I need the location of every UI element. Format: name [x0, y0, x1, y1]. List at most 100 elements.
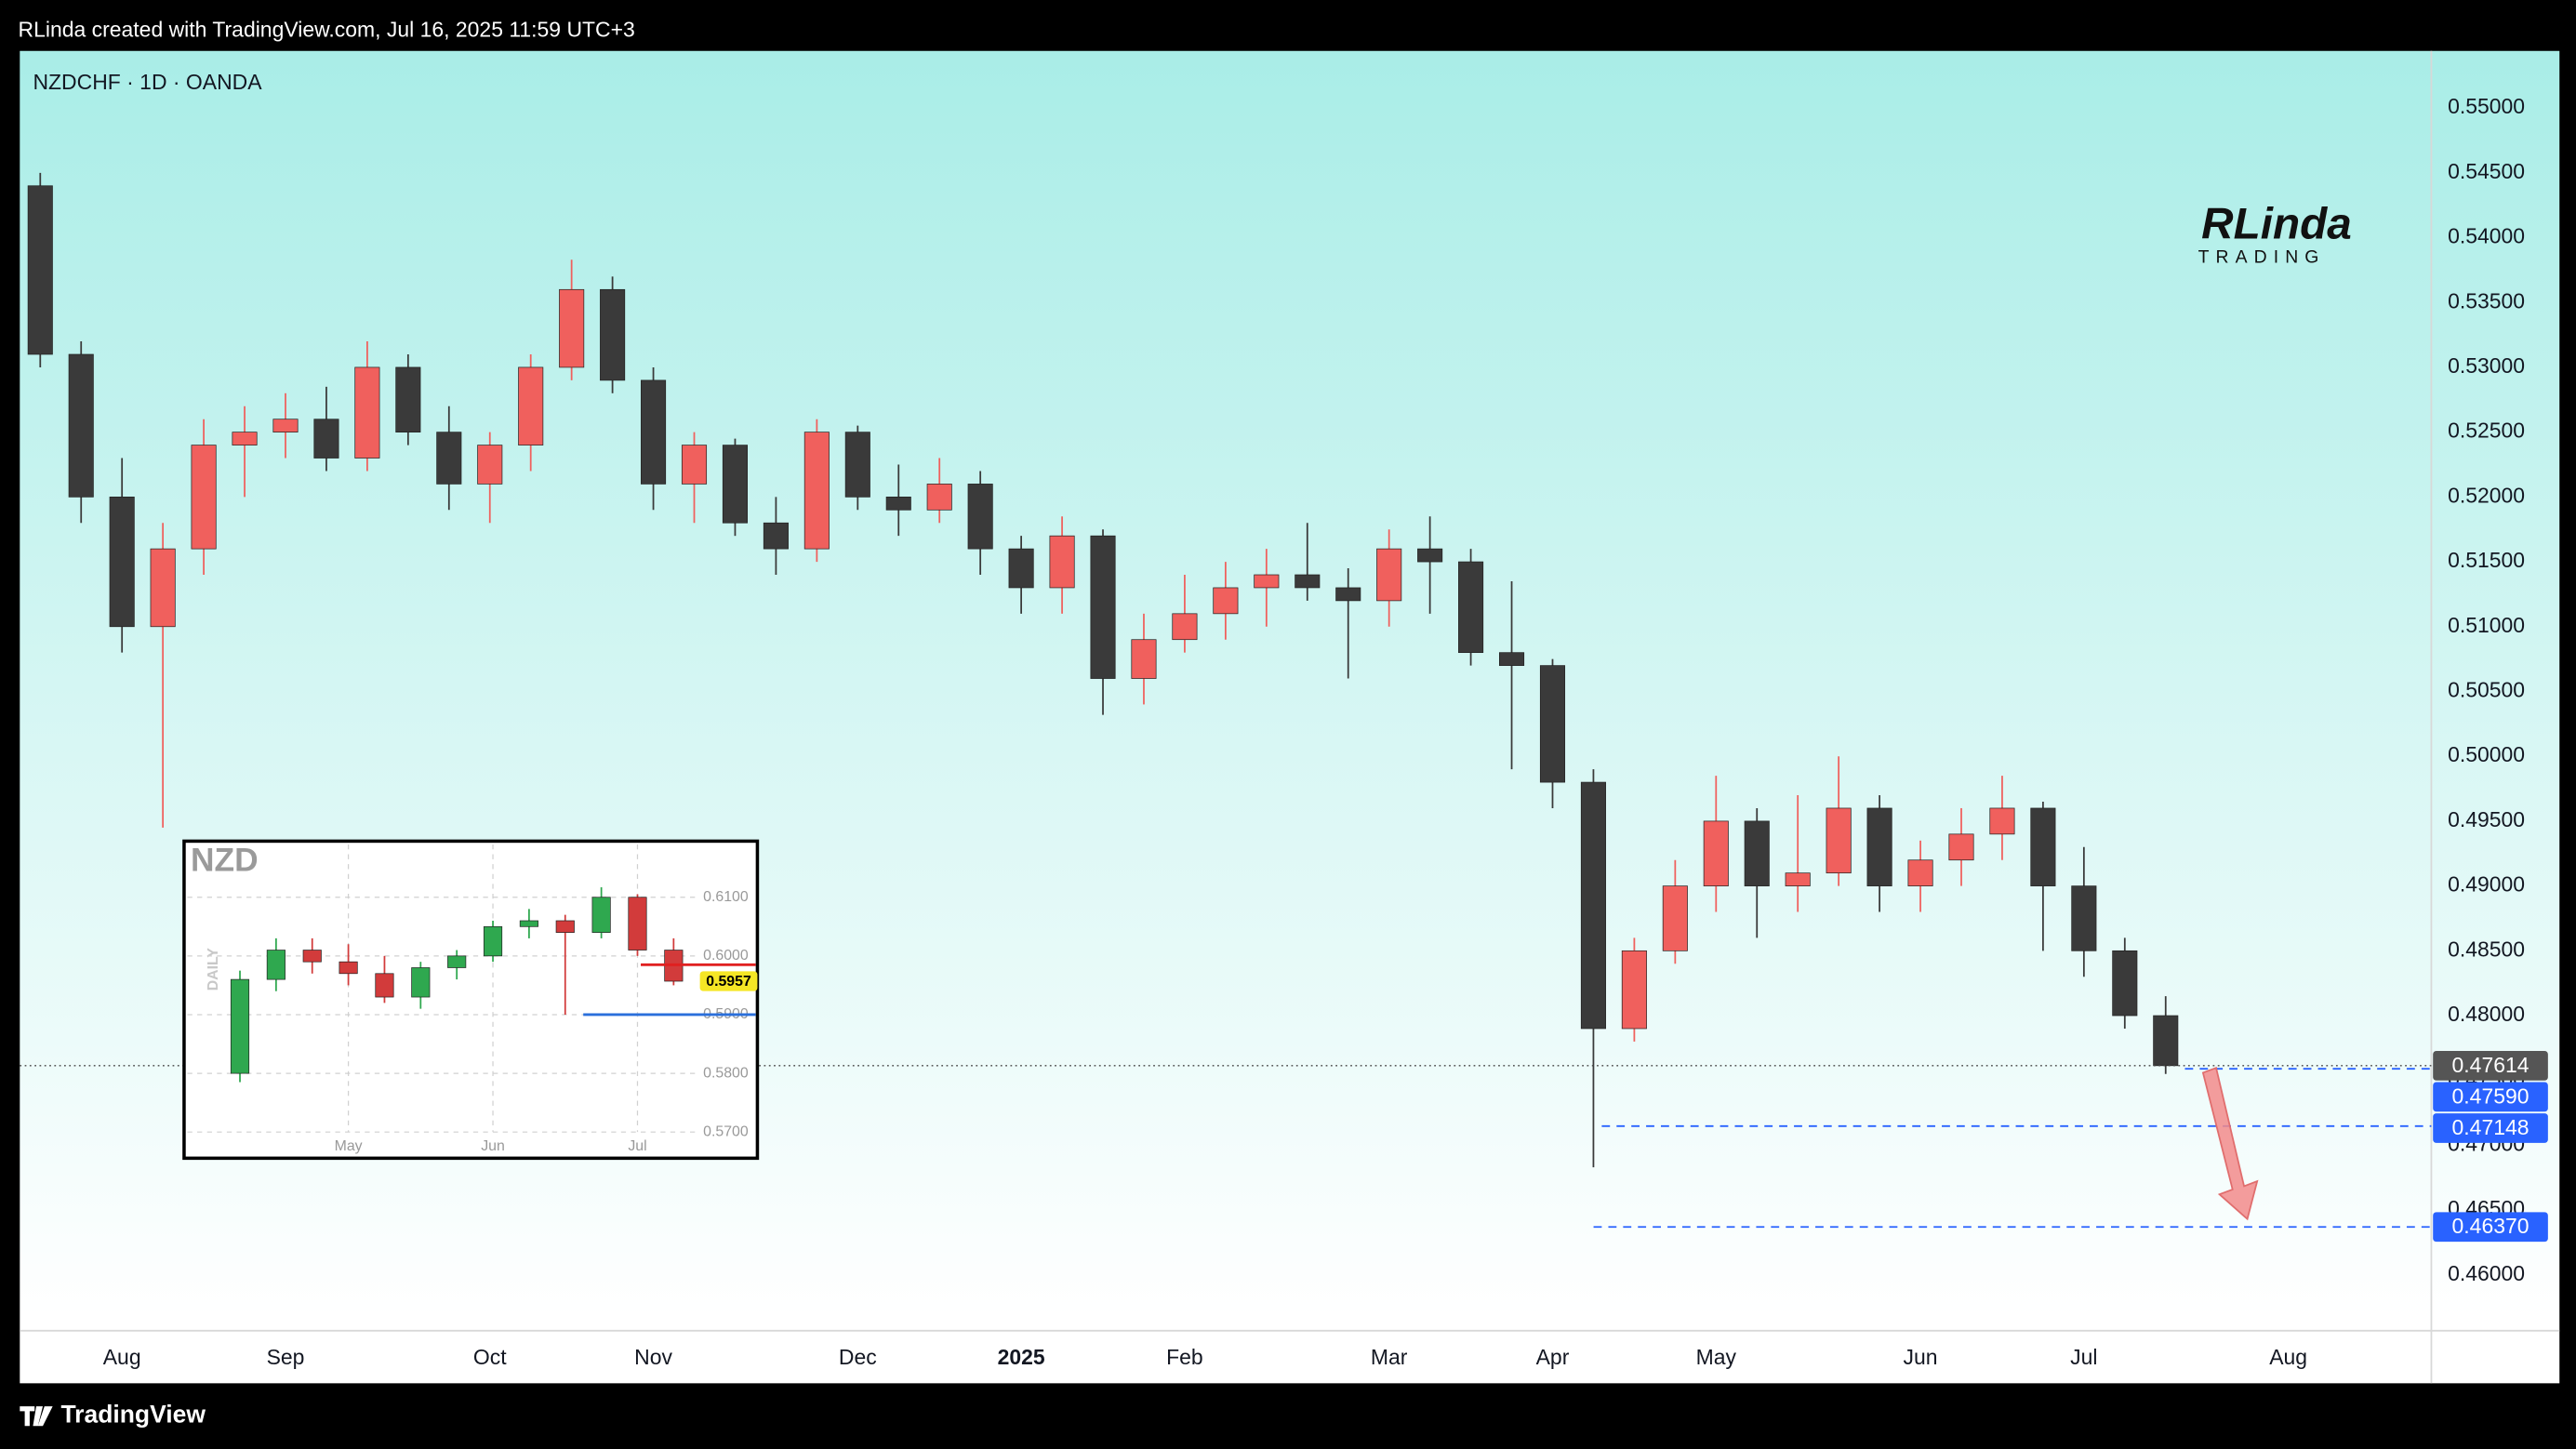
- candle-body: [1417, 548, 1443, 563]
- candle-body: [68, 353, 94, 498]
- x-tick-label: Jul: [2070, 1345, 2097, 1369]
- candle-body: [339, 961, 358, 975]
- y-tick-label: 0.52000: [2448, 483, 2525, 507]
- y-tick-label: 0.51500: [2448, 548, 2525, 572]
- candle-body: [1703, 820, 1729, 886]
- candle-body: [191, 445, 217, 550]
- candle-body: [411, 967, 431, 998]
- candle-body: [1580, 781, 1606, 1030]
- y-tick-label: 0.6000: [703, 948, 749, 964]
- candle-body: [2112, 950, 2138, 1017]
- candle-body: [1213, 587, 1239, 615]
- y-tick-label: 0.51000: [2448, 613, 2525, 637]
- y-tick-label: 0.49000: [2448, 872, 2525, 897]
- candle-body: [1090, 535, 1116, 679]
- candle-body: [1907, 859, 1933, 886]
- y-tick-label: 0.49500: [2448, 807, 2525, 831]
- y-tick-label: 0.53000: [2448, 353, 2525, 378]
- candle-body: [1172, 613, 1198, 641]
- y-tick-label: 0.54500: [2448, 159, 2525, 183]
- x-tick-label: Apr: [1536, 1345, 1570, 1369]
- candle-body: [967, 484, 993, 550]
- price-tag-label: 0.47148: [2452, 1115, 2530, 1139]
- candle-body: [1866, 807, 1892, 886]
- candle-body: [150, 548, 176, 628]
- x-tick-label: Mar: [1371, 1345, 1408, 1369]
- candle-body: [1376, 548, 1402, 602]
- y-tick-label: 0.5800: [703, 1065, 749, 1081]
- candle-body: [559, 288, 585, 368]
- price-tag: [699, 971, 758, 991]
- price-tag-label: 0.47590: [2452, 1083, 2530, 1108]
- x-tick-label: Sep: [267, 1345, 305, 1369]
- x-tick-label: Oct: [473, 1345, 507, 1369]
- y-tick-label: 0.50000: [2448, 742, 2525, 766]
- price-tag-label: 0.47614: [2452, 1053, 2530, 1077]
- symbol-title: NZDCHF · 1D · OANDA: [33, 70, 262, 94]
- inset-y-label: DAILY: [206, 948, 221, 991]
- y-tick-label: 0.54000: [2448, 224, 2525, 248]
- y-tick-label: 0.50500: [2448, 678, 2525, 702]
- candle-body: [395, 366, 421, 433]
- candle-body: [1662, 885, 1688, 951]
- candle-body: [681, 445, 708, 485]
- candle-body: [1785, 872, 1811, 886]
- y-tick-label: 0.46000: [2448, 1261, 2525, 1285]
- y-tick-label: 0.6100: [703, 889, 749, 905]
- candle-body: [722, 445, 748, 524]
- x-tick-label: May: [1696, 1345, 1737, 1369]
- candle-body: [230, 978, 250, 1074]
- candle-body: [844, 432, 870, 498]
- candle-body: [1744, 820, 1770, 886]
- candle-body: [2153, 1015, 2179, 1067]
- price-tag-label: 0.46370: [2452, 1214, 2530, 1238]
- candle-body: [447, 955, 467, 968]
- x-tick-label: Jun: [1904, 1345, 1938, 1369]
- candle-body: [1458, 561, 1484, 654]
- candle-body: [2030, 807, 2056, 886]
- candle-body: [926, 484, 952, 511]
- x-tick-label: Jul: [628, 1138, 646, 1154]
- inset-frame: [182, 839, 760, 1161]
- logo: RLinda TRADING: [2198, 199, 2352, 267]
- candle-body: [477, 445, 503, 485]
- candle-body: [375, 973, 394, 998]
- candle-body: [1008, 548, 1034, 589]
- y-tick-label: 0.48000: [2448, 1002, 2525, 1026]
- candle-body: [302, 950, 322, 963]
- candle-body: [232, 432, 258, 445]
- footer-brand: TradingView: [60, 1401, 206, 1429]
- x-tick-label: Aug: [103, 1345, 141, 1369]
- candle-body: [272, 419, 299, 433]
- projection-arrow: [2201, 1067, 2259, 1221]
- candle-body: [483, 925, 503, 957]
- candle-body: [803, 432, 830, 550]
- y-tick-label: 0.5700: [703, 1123, 749, 1139]
- candle-body: [885, 497, 911, 511]
- price-tag: [2433, 1050, 2548, 1081]
- candle-body: [354, 366, 380, 459]
- candle-body: [641, 379, 667, 485]
- candle-body: [763, 522, 789, 550]
- logo-tagline: TRADING: [2198, 246, 2326, 267]
- y-tick-label: 0.48500: [2448, 937, 2525, 961]
- footer-logo: TradingView: [20, 1401, 206, 1429]
- attribution: RLinda created with TradingView.com, Jul…: [19, 18, 635, 42]
- candle-body: [518, 366, 544, 445]
- footer-icon: [20, 1406, 53, 1427]
- candle-body: [1989, 807, 2015, 835]
- candle-body: [600, 288, 626, 381]
- x-tick-label: Jun: [481, 1138, 505, 1154]
- price-tag: [2433, 1113, 2548, 1143]
- candle-body: [436, 432, 462, 485]
- candle-body: [313, 419, 339, 459]
- price-tag-label: 0.5957: [706, 974, 751, 990]
- plot: 0.460000.465000.470000.475000.480000.485…: [20, 94, 2548, 1369]
- candle-body: [1948, 833, 1974, 861]
- x-tick-label: Dec: [839, 1345, 877, 1369]
- candle-body: [2071, 885, 2097, 951]
- y-tick-label: 0.53500: [2448, 288, 2525, 312]
- x-tick-label: 2025: [998, 1345, 1045, 1369]
